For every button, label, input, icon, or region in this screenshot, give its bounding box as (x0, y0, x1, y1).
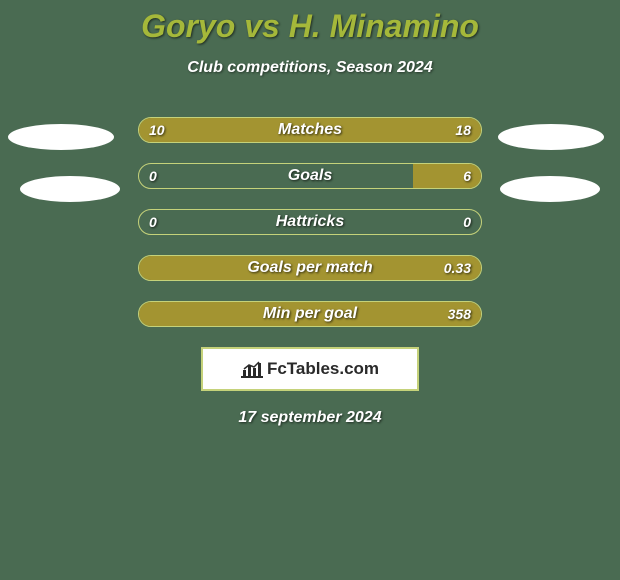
stat-value-right: 358 (448, 306, 471, 322)
stat-metric-label: Hattricks (139, 213, 481, 231)
stat-value-right: 0 (463, 214, 471, 230)
bar-track: Min per goal 358 (138, 301, 482, 327)
bar-track: 0 Hattricks 0 (138, 209, 482, 235)
date-label: 17 september 2024 (0, 409, 620, 427)
stat-value-right: 0.33 (444, 260, 471, 276)
stat-row: Goals per match 0.33 (0, 255, 620, 281)
brand-text: FcTables.com (267, 359, 379, 379)
stat-metric-label: Min per goal (139, 305, 481, 323)
stat-metric-label: Matches (139, 121, 481, 139)
stat-metric-label: Goals per match (139, 259, 481, 277)
stat-value-right: 6 (463, 168, 471, 184)
page-subtitle: Club competitions, Season 2024 (0, 59, 620, 77)
stat-metric-label: Goals (139, 167, 481, 185)
brand-badge: FcTables.com (201, 347, 419, 391)
bar-track: 0 Goals 6 (138, 163, 482, 189)
stat-row: 0 Goals 6 (0, 163, 620, 189)
page-title: Goryo vs H. Minamino (0, 8, 620, 45)
stat-value-right: 18 (455, 122, 471, 138)
bar-track: Goals per match 0.33 (138, 255, 482, 281)
stat-row: 10 Matches 18 (0, 117, 620, 143)
comparison-infographic: Goryo vs H. Minamino Club competitions, … (0, 0, 620, 580)
stat-row: Min per goal 358 (0, 301, 620, 327)
brand-chart-icon (241, 360, 263, 378)
bar-track: 10 Matches 18 (138, 117, 482, 143)
stat-row: 0 Hattricks 0 (0, 209, 620, 235)
brand-inner: FcTables.com (241, 359, 379, 379)
